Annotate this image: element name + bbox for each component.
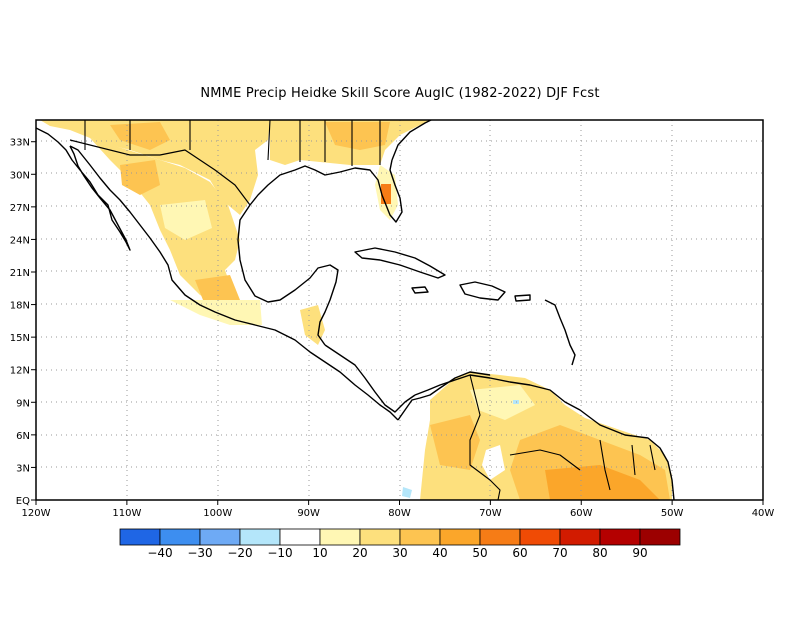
- legend-swatch: [279, 528, 321, 546]
- map-area: [36, 120, 763, 500]
- y-tick-label: 9N: [16, 398, 30, 409]
- x-tick-label: 50W: [661, 508, 684, 519]
- coast-mexico-west: [69, 145, 399, 421]
- legend-label: 10: [312, 546, 327, 560]
- x-tick-label: 110W: [112, 508, 141, 519]
- legend-swatch: [159, 528, 201, 546]
- shade-mexico-high2: [120, 160, 160, 195]
- island-antilles: [544, 299, 576, 366]
- x-tick-label: 100W: [203, 508, 232, 519]
- legend-swatch: [399, 528, 441, 546]
- legend-swatch: [239, 528, 281, 546]
- coast-baja: [36, 127, 131, 251]
- color-legend: −40 −30 −20 −10 10 20 30 40 50 60 70 80 90: [119, 528, 681, 560]
- y-axis-ticks: EQ 3N 6N 9N 12N 15N 18N 21N 24N 27N 30N 33N: [10, 138, 36, 507]
- x-axis-ticks: 120W 110W 100W 90W 80W 70W 60W 50W 40W: [22, 500, 775, 519]
- shade-sa-strong3: [545, 465, 660, 500]
- legend-swatch: [199, 528, 241, 546]
- x-tick-label: 120W: [22, 508, 51, 519]
- legend-label: 20: [352, 546, 367, 560]
- legend-label: −40: [147, 546, 172, 560]
- legend-label: 70: [552, 546, 567, 560]
- y-tick-label: EQ: [16, 496, 30, 507]
- legend-swatch: [119, 528, 161, 546]
- legend-label: −30: [187, 546, 212, 560]
- legend-label: 40: [432, 546, 447, 560]
- legend-swatch: [359, 528, 401, 546]
- graticule: [36, 120, 763, 500]
- map-title: NMME Precip Heidke Skill Score AugIC (19…: [200, 86, 600, 101]
- coastlines: [36, 120, 675, 500]
- x-tick-label: 70W: [479, 508, 502, 519]
- coast-gulf-north: [237, 204, 339, 346]
- legend-label: 90: [632, 546, 647, 560]
- x-tick-label: 80W: [388, 508, 411, 519]
- legend-label: 60: [512, 546, 527, 560]
- coast-atlantic: [391, 120, 433, 161]
- shade-sa-blue2: [402, 487, 412, 498]
- shade-southeast-strong: [325, 122, 390, 150]
- x-tick-label: 90W: [297, 508, 320, 519]
- shade-sa-low: [470, 385, 535, 420]
- shade-mexico-high: [110, 122, 170, 150]
- y-tick-label: 21N: [10, 268, 30, 279]
- shade-florida-hot: [381, 184, 391, 204]
- x-tick-label: 60W: [570, 508, 593, 519]
- legend-swatch: [599, 528, 641, 546]
- shade-north-mexico: [40, 120, 270, 215]
- legend-swatch: [319, 528, 361, 546]
- y-tick-label: 18N: [10, 301, 30, 312]
- x-tick-label: 40W: [752, 508, 775, 519]
- y-tick-label: 24N: [10, 235, 30, 246]
- y-tick-label: 27N: [10, 203, 30, 214]
- legend-swatch: [479, 528, 521, 546]
- coast-texas: [249, 159, 403, 223]
- legend-label: 50: [472, 546, 487, 560]
- island-hispaniola: [459, 281, 506, 301]
- legend-label: 80: [592, 546, 607, 560]
- y-tick-label: 3N: [16, 463, 30, 474]
- island-jamaica: [411, 286, 429, 294]
- island-puerto-rico: [514, 294, 531, 302]
- shade-sa-white: [482, 445, 505, 480]
- island-cuba: [354, 247, 446, 279]
- y-tick-label: 30N: [10, 170, 30, 181]
- shade-white-patch: [160, 200, 212, 240]
- legend-swatch: [639, 528, 681, 546]
- coast-central-america: [324, 344, 416, 413]
- legend-label: −20: [227, 546, 252, 560]
- coast-gulf: [397, 371, 491, 421]
- legend-label: −10: [267, 546, 292, 560]
- border-states: [84, 120, 381, 166]
- border-us-mexico: [69, 139, 251, 206]
- y-tick-label: 33N: [10, 138, 30, 149]
- legend-swatch: [519, 528, 561, 546]
- legend-label: 30: [392, 546, 407, 560]
- y-tick-label: 6N: [16, 431, 30, 442]
- shade-sa-strong1: [430, 415, 480, 470]
- skill-shading: [40, 120, 672, 500]
- legend-swatch: [439, 528, 481, 546]
- y-tick-label: 15N: [10, 333, 30, 344]
- coast-south-america: [414, 374, 675, 500]
- y-tick-label: 12N: [10, 366, 30, 377]
- border-sa: [469, 374, 656, 500]
- legend-swatch: [559, 528, 601, 546]
